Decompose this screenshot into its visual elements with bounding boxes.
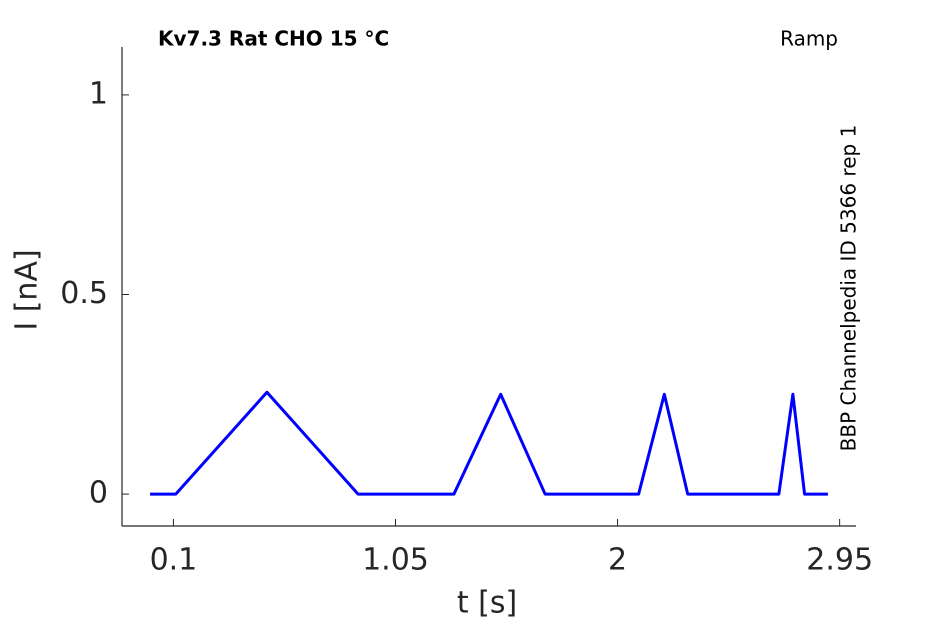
annotation: BBP Channelpedia ID 5366 rep 1 (837, 125, 861, 452)
y-tick-label: 0 (89, 476, 108, 511)
y-tick-label: 1 (89, 76, 108, 111)
x-tick-label: 2.95 (806, 543, 873, 578)
y-axis-label: I [nA] (10, 249, 45, 330)
x-tick-label: 1.05 (362, 543, 429, 578)
x-axis-label: t [s] (457, 586, 517, 621)
annotation: Ramp (780, 27, 838, 51)
data-line (150, 390, 828, 496)
chart-title: Kv7.3 Rat CHO 15 °C (158, 27, 389, 51)
x-tick-label: 2 (608, 543, 627, 578)
x-tick-label: 0.1 (150, 543, 198, 578)
y-tick-label: 0.5 (60, 276, 108, 311)
